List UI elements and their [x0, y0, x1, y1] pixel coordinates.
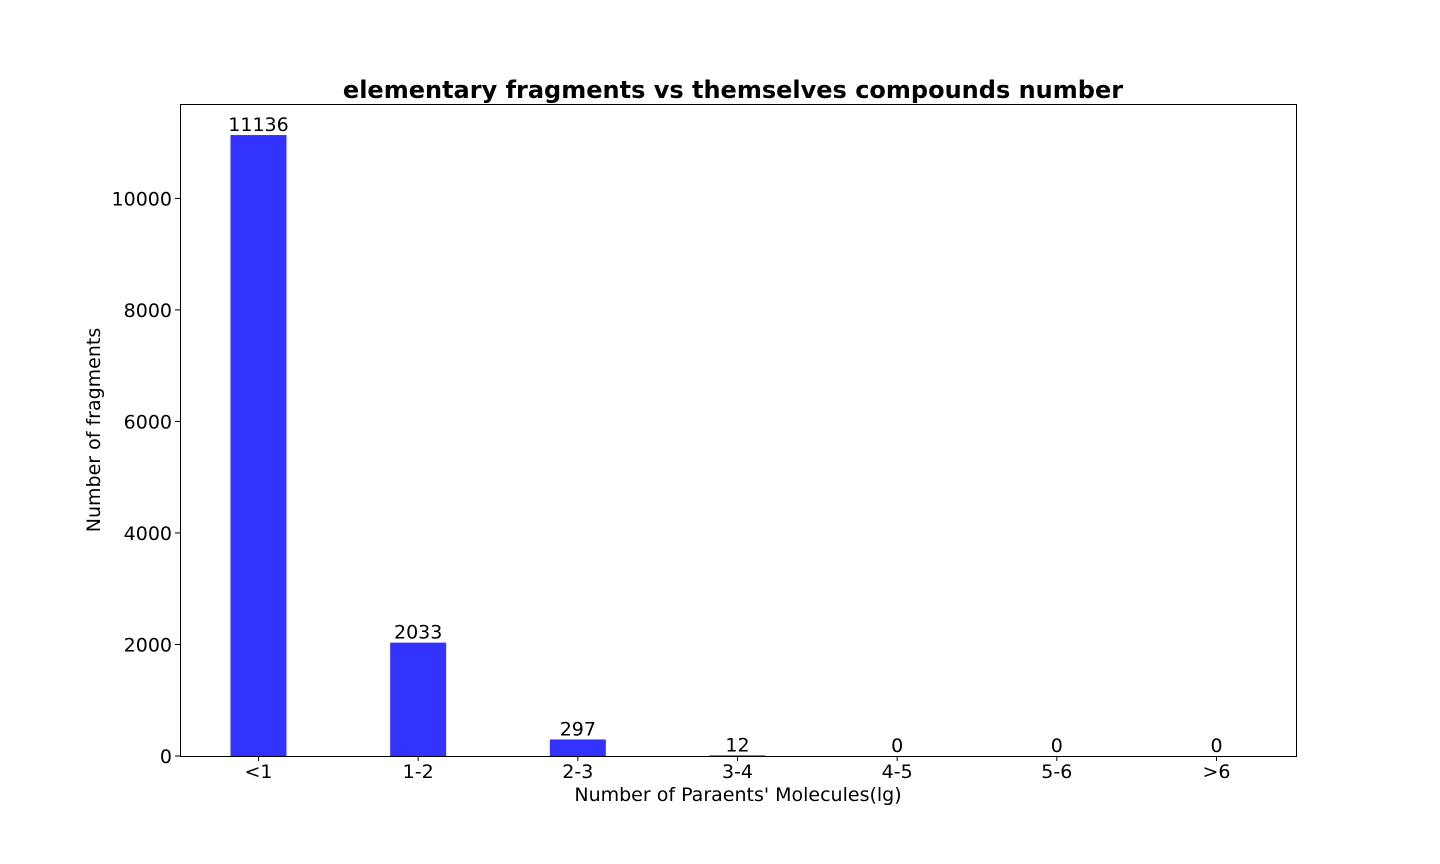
x-tick-label-5: 5-6 — [1041, 761, 1072, 783]
data-label-0: 11136 — [228, 114, 288, 136]
chart-title: elementary fragments vs themselves compo… — [343, 76, 1123, 104]
data-label-1: 2033 — [394, 622, 442, 644]
x-axis-ticks: <1 1-2 2-3 3-4 4-5 5-6 >6 — [244, 756, 1231, 783]
y-tick-label-2: 4000 — [124, 523, 172, 545]
x-tick-label-4: 4-5 — [882, 761, 913, 783]
data-label-3: 12 — [725, 734, 749, 756]
x-tick-label-2: 2-3 — [562, 761, 593, 783]
bar-0 — [230, 135, 287, 757]
y-tick-label-4: 8000 — [124, 300, 172, 322]
data-label-4: 0 — [891, 735, 903, 757]
data-labels-layer: 11136 2033 297 12 0 0 0 — [228, 114, 1222, 757]
y-tick-label-1: 2000 — [124, 634, 172, 656]
x-tick-label-3: 3-4 — [722, 761, 753, 783]
bars-layer — [230, 135, 766, 757]
y-tick-label-0: 0 — [160, 746, 172, 768]
x-tick-label-1: 1-2 — [403, 761, 434, 783]
data-label-5: 0 — [1051, 735, 1063, 757]
y-axis-ticks: 0 2000 4000 6000 8000 10000 — [112, 188, 180, 768]
data-label-2: 297 — [560, 718, 596, 740]
x-tick-label-6: >6 — [1202, 761, 1230, 783]
bar-3 — [709, 755, 766, 756]
y-tick-label-3: 6000 — [124, 411, 172, 433]
data-label-6: 0 — [1210, 735, 1222, 757]
bar-1 — [390, 642, 447, 756]
y-axis-label: Number of fragments — [83, 328, 105, 533]
bar-2 — [549, 739, 606, 756]
y-tick-label-5: 10000 — [112, 188, 172, 210]
plot-frame — [180, 104, 1297, 757]
x-axis-label: Number of Paraents' Molecules(lg) — [574, 784, 901, 806]
x-tick-label-0: <1 — [244, 761, 272, 783]
